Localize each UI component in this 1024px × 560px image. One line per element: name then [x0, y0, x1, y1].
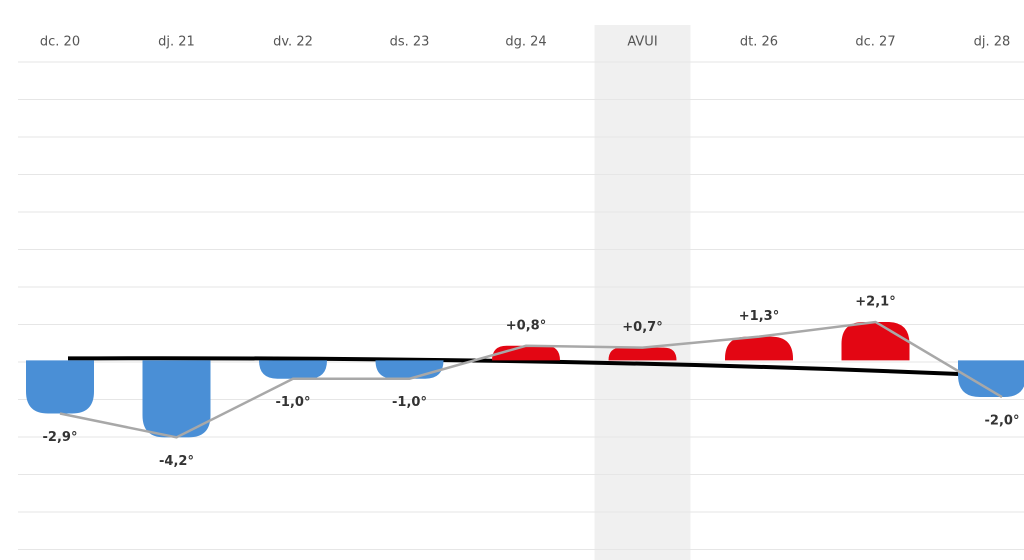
x-tick-label: dc. 27 [855, 35, 895, 50]
today-band [594, 25, 691, 560]
value-label: -1,0° [392, 395, 427, 410]
x-tick-label: dg. 24 [505, 35, 546, 50]
bar [26, 360, 94, 414]
value-label: +0,8° [506, 318, 546, 333]
x-tick-label: dc. 20 [40, 35, 80, 50]
bar [259, 360, 327, 379]
x-tick-label: AVUI [627, 35, 657, 50]
baseline [67, 356, 993, 378]
bar [608, 347, 677, 361]
bar [958, 360, 1024, 398]
value-label: -2,9° [43, 430, 78, 445]
value-label: -2,0° [985, 414, 1020, 429]
x-tick-label: dv. 22 [273, 35, 313, 50]
x-tick-label: dt. 26 [740, 35, 778, 50]
bar [841, 321, 910, 361]
trend-line [59, 320, 1003, 439]
value-label: +2,1° [855, 294, 895, 309]
x-tick-label: ds. 23 [390, 35, 430, 50]
bar [142, 360, 211, 438]
value-label: +0,7° [622, 320, 662, 335]
value-label: -1,0° [276, 395, 311, 410]
x-tick-label: dj. 21 [158, 35, 195, 50]
bar [375, 360, 444, 379]
x-tick-label: dj. 28 [974, 35, 1011, 50]
value-label: -4,2° [159, 454, 194, 469]
value-label: +1,3° [739, 309, 779, 324]
bar [725, 336, 793, 361]
